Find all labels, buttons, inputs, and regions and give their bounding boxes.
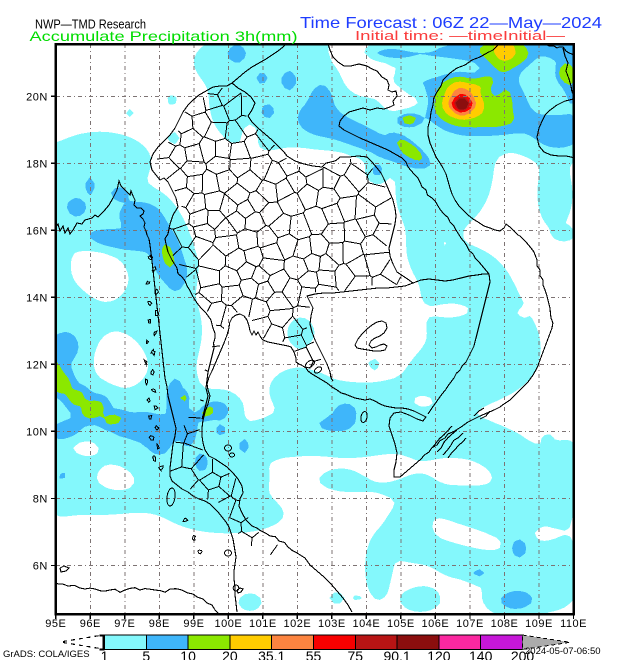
svg-text:101E: 101E <box>249 618 277 630</box>
svg-text:99E: 99E <box>183 618 204 630</box>
svg-text:104E: 104E <box>353 618 381 630</box>
svg-text:100E: 100E <box>215 618 243 630</box>
svg-text:6N: 6N <box>33 561 48 573</box>
svg-text:90.1: 90.1 <box>383 648 410 660</box>
svg-text:12N: 12N <box>26 359 48 371</box>
svg-text:Accumulate Precipitation 3h(mm: Accumulate Precipitation 3h(mm) <box>30 28 298 44</box>
svg-text:NWP—TMD Research: NWP—TMD Research <box>35 17 146 32</box>
svg-text:107E: 107E <box>456 618 484 630</box>
svg-text:20: 20 <box>222 648 238 660</box>
svg-text:Time Forecast : 06Z 22—May—202: Time Forecast : 06Z 22—May—2024 <box>300 15 602 32</box>
svg-text:75: 75 <box>348 648 364 660</box>
svg-text:96E: 96E <box>80 618 101 630</box>
svg-text:109E: 109E <box>525 618 553 630</box>
svg-text:35.1: 35.1 <box>258 648 285 660</box>
svg-text:103E: 103E <box>318 618 346 630</box>
svg-text:1: 1 <box>101 648 109 660</box>
svg-text:98E: 98E <box>149 618 170 630</box>
svg-text:18N: 18N <box>26 158 48 170</box>
svg-text:120: 120 <box>427 648 451 660</box>
svg-text:106E: 106E <box>422 618 450 630</box>
svg-text:102E: 102E <box>284 618 312 630</box>
svg-text:5: 5 <box>142 648 150 660</box>
svg-text:10N: 10N <box>26 426 48 438</box>
svg-text:2024-05-07-06:50: 2024-05-07-06:50 <box>525 646 601 657</box>
svg-text:14N: 14N <box>26 292 48 304</box>
svg-text:16N: 16N <box>26 225 48 237</box>
svg-text:97E: 97E <box>114 618 135 630</box>
svg-text:108E: 108E <box>491 618 519 630</box>
svg-text:Initial time: —timeInitial—: Initial time: —timeInitial— <box>355 28 565 43</box>
svg-text:55: 55 <box>306 648 322 660</box>
svg-text:20N: 20N <box>26 91 48 103</box>
svg-text:200: 200 <box>511 648 535 660</box>
svg-text:95E: 95E <box>45 618 66 630</box>
svg-text:GrADS: COLA/IGES: GrADS: COLA/IGES <box>3 649 90 660</box>
svg-text:105E: 105E <box>387 618 415 630</box>
svg-text:8N: 8N <box>33 494 48 506</box>
svg-text:140: 140 <box>469 648 493 660</box>
svg-text:10: 10 <box>180 648 196 660</box>
svg-text:110E: 110E <box>560 618 587 630</box>
